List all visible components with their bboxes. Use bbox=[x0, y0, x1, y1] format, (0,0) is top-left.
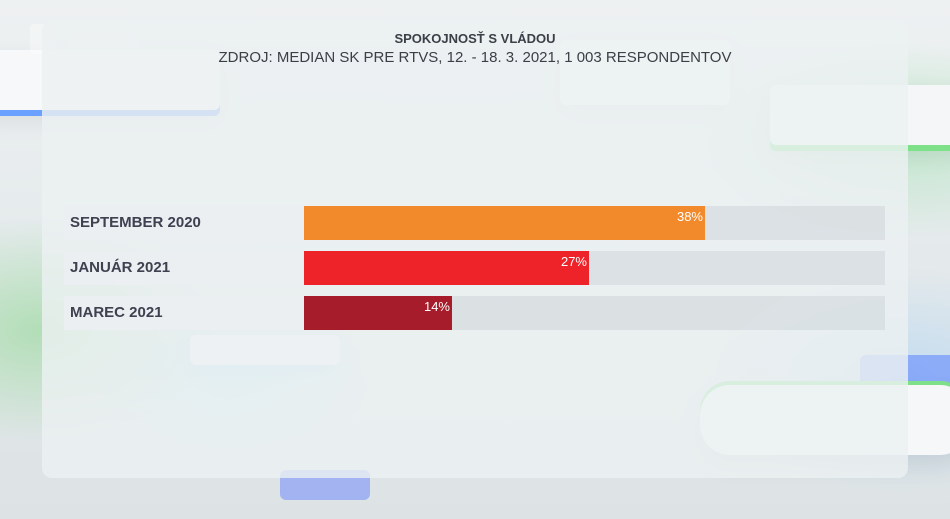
bar-row: MAREC 2021 14% bbox=[64, 296, 885, 330]
chart-title: SPOKOJNOSŤ S VLÁDOU bbox=[394, 31, 556, 46]
chart-subtitle: ZDROJ: MEDIAN SK PRE RTVS, 12. - 18. 3. … bbox=[218, 49, 732, 66]
bar-row: SEPTEMBER 2020 38% bbox=[64, 206, 885, 240]
category-label: MAREC 2021 bbox=[64, 296, 304, 330]
bar-track: 14% bbox=[304, 296, 885, 330]
bar-track: 27% bbox=[304, 251, 885, 285]
bar bbox=[304, 296, 452, 330]
bar bbox=[304, 251, 589, 285]
category-label: SEPTEMBER 2020 bbox=[64, 206, 304, 240]
bar-row: JANUÁR 2021 27% bbox=[64, 251, 885, 285]
bar bbox=[304, 206, 705, 240]
bar-track: 38% bbox=[304, 206, 885, 240]
chart-panel bbox=[42, 20, 908, 478]
value-label: 38% bbox=[676, 209, 703, 224]
category-label: JANUÁR 2021 bbox=[64, 251, 304, 285]
value-label: 27% bbox=[560, 254, 587, 269]
value-label: 14% bbox=[423, 299, 450, 314]
